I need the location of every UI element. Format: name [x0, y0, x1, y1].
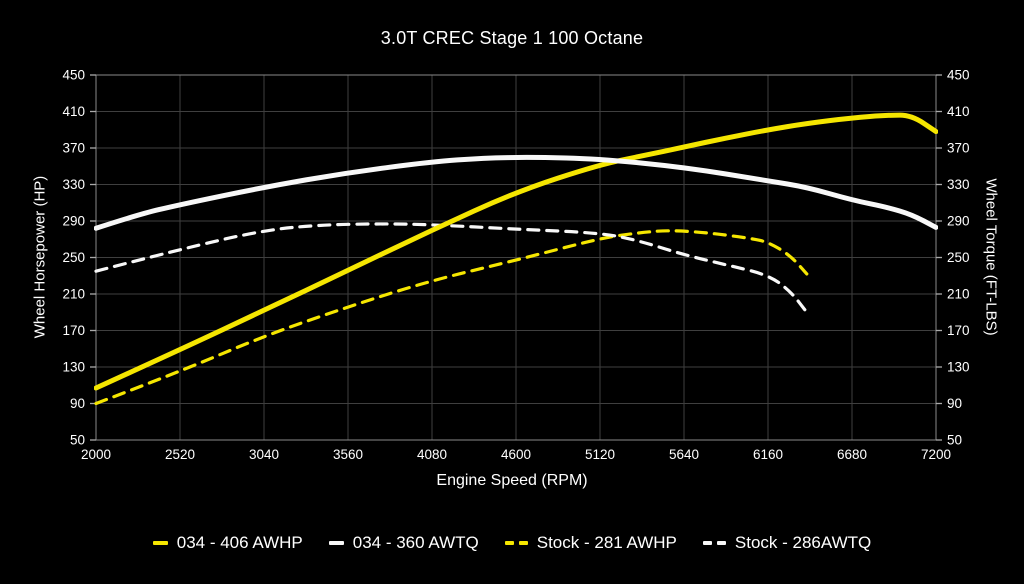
dashed-line-swatch: [504, 541, 528, 545]
solid-line-swatch: [328, 541, 344, 545]
series-curve-034-406-awhp: [94, 112, 938, 391]
y-tick-label-right: 410: [947, 104, 970, 119]
x-tick-label: 7200: [921, 447, 951, 462]
solid-line-swatch: [152, 541, 168, 545]
legend-label: 034 - 360 AWTQ: [352, 533, 479, 552]
series-curve-stock-286awtq: [94, 222, 809, 314]
y-tick-label-right: 370: [947, 141, 970, 156]
x-tick-label: 2520: [165, 447, 195, 462]
legend-label: Stock - 281 AWHP: [536, 533, 677, 552]
legend-item-stock-286awtq: Stock - 286AWTQ: [702, 533, 872, 553]
y-tick-label-left: 450: [62, 68, 85, 83]
legend-item-stock-281-awhp: Stock - 281 AWHP: [504, 533, 677, 553]
y-tick-label-right: 50: [947, 433, 962, 448]
chart-title: 3.0T CREC Stage 1 100 Octane: [380, 28, 644, 48]
y-tick-label-left: 130: [62, 360, 85, 375]
y-tick-label-left: 370: [62, 141, 85, 156]
x-tick-label: 4600: [501, 447, 531, 462]
x-tick-label: 5640: [669, 447, 699, 462]
legend-item-034-360-awtq: 034 - 360 AWTQ: [328, 533, 479, 553]
y-tick-label-left: 250: [62, 250, 85, 265]
y-tick-label-right: 450: [947, 68, 970, 83]
y-tick-label-right: 210: [947, 287, 970, 302]
x-axis-title: Engine Speed (RPM): [436, 472, 588, 489]
y-tick-label-left: 330: [62, 177, 85, 192]
x-tick-label: 2000: [81, 447, 111, 462]
y-tick-label-left: 170: [62, 323, 85, 338]
series-curve-stock-281-awhp: [94, 229, 809, 406]
y-tick-label-left: 210: [62, 287, 85, 302]
y-tick-label-left: 410: [62, 104, 85, 119]
legend-label: Stock - 286AWTQ: [734, 533, 872, 552]
y-tick-label-left: 50: [70, 433, 85, 448]
y-tick-label-right: 330: [947, 177, 970, 192]
y-tick-label-left: 90: [70, 396, 85, 411]
legend-label: 034 - 406 AWHP: [176, 533, 303, 552]
y-tick-label-right: 290: [947, 214, 970, 229]
dashed-line-swatch: [702, 541, 726, 545]
x-tick-label: 5120: [585, 447, 615, 462]
y-tick-label-right: 90: [947, 396, 962, 411]
x-tick-label: 6160: [753, 447, 783, 462]
legend-item-034-406-awhp: 034 - 406 AWHP: [152, 533, 303, 553]
y-tick-label-left: 290: [62, 214, 85, 229]
y-tick-label-right: 170: [947, 323, 970, 338]
x-tick-label: 3040: [249, 447, 279, 462]
x-tick-label: 3560: [333, 447, 363, 462]
y-tick-label-right: 250: [947, 250, 970, 265]
series-curve-034-360-awtq: [94, 154, 938, 231]
y-tick-label-right: 130: [947, 360, 970, 375]
x-tick-label: 6680: [837, 447, 867, 462]
x-tick-label: 4080: [417, 447, 447, 462]
chart-legend: 034 - 406 AWHP 034 - 360 AWTQ Stock - 281 …: [0, 533, 1024, 553]
